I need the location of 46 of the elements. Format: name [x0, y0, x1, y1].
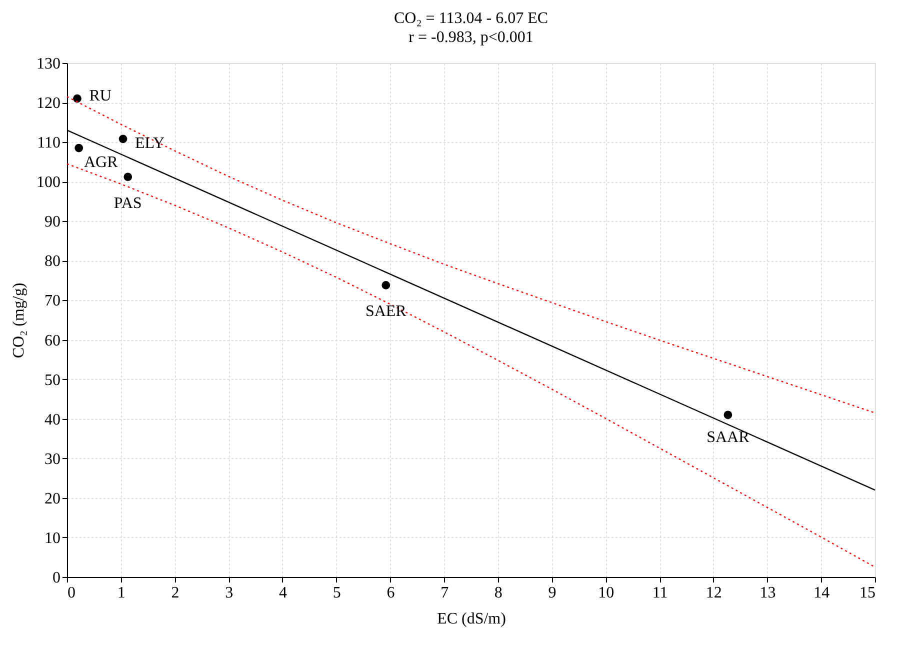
x-tick-label: 7 [440, 584, 449, 602]
x-tick-label: 15 [860, 584, 876, 602]
x-tick-label: 1 [117, 584, 126, 602]
annotation: PAS [114, 194, 142, 212]
x-tick-label: 12 [706, 584, 722, 602]
x-tick-label: 4 [278, 584, 287, 602]
x-tick-label: 5 [332, 584, 341, 602]
y-tick-label: 30 [44, 450, 60, 468]
y-tick-label: 10 [44, 530, 60, 547]
point [74, 144, 84, 152]
y-tick-label: 0 [52, 570, 60, 586]
x-tick-label: 0 [68, 584, 76, 602]
annotation: RU [89, 88, 112, 105]
x-tick-label: 8 [494, 584, 502, 602]
y-tick-label: 120 [36, 95, 60, 112]
point [724, 410, 732, 420]
x-tick-label: 3 [225, 584, 234, 602]
y-tick-label: 70 [44, 292, 60, 310]
y-tick-label: 60 [44, 332, 60, 350]
point [118, 134, 128, 144]
x-tick-label: 13 [760, 584, 776, 602]
y-tick-label: 90 [44, 214, 60, 231]
x-tick-label: 14 [814, 584, 830, 602]
point [382, 281, 390, 290]
chart-title: CO₂ = 113.04 - 6.07 EC [394, 10, 548, 27]
y-axis-title: CO₂ (mg/g) [10, 282, 28, 358]
x-tick-label: 11 [652, 584, 668, 602]
annotation: ELY [135, 134, 165, 152]
y-tick-label: 50 [44, 372, 60, 389]
point [124, 172, 132, 182]
y-tick-label: 130 [36, 56, 60, 72]
y-tick-label: 110 [37, 134, 60, 152]
y-tick-label: 20 [44, 490, 60, 508]
chart-subtitle: r = -0.983, p<0.001 [408, 29, 534, 46]
y-tick-label: 40 [44, 411, 60, 428]
y-tick-label: 80 [44, 253, 60, 270]
point [73, 94, 82, 103]
x-axis-title: EC (dS/m) [437, 610, 506, 628]
annotation: SAER [365, 303, 407, 320]
x-tick-label: 6 [386, 584, 395, 602]
x-tick-label: 10 [598, 584, 614, 602]
y-tick-label: 100 [36, 174, 60, 192]
annotation: SAAR [706, 428, 750, 446]
x-tick-label: 2 [171, 584, 180, 602]
x-tick-label: 9 [548, 584, 556, 602]
annotation: AGR [84, 154, 118, 172]
